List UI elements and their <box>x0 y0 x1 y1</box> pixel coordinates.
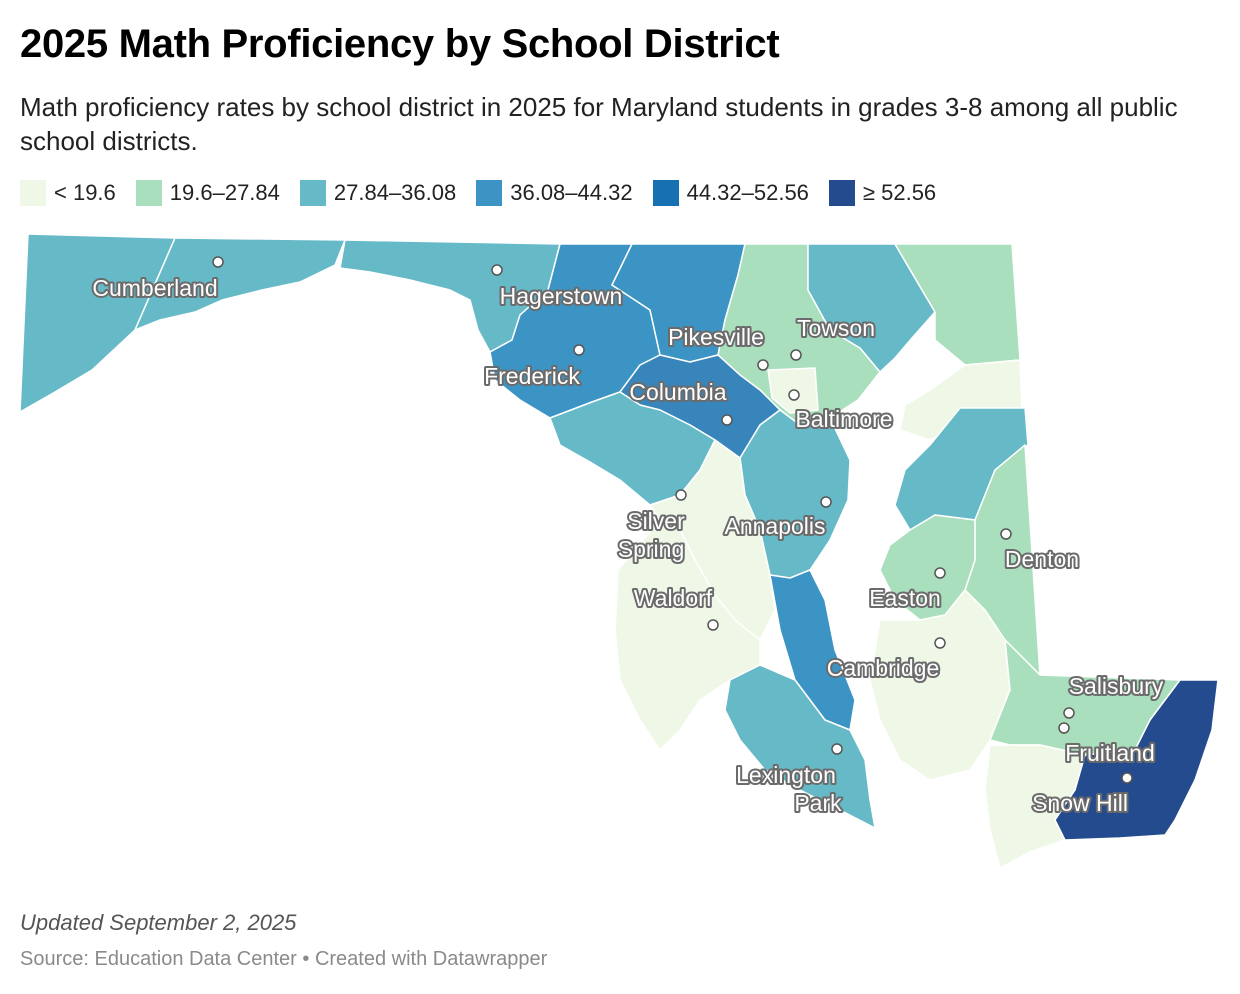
legend-label: 19.6–27.84 <box>169 180 280 205</box>
district-st-marys[interactable] <box>724 664 876 829</box>
city-label: Fruitland <box>1065 740 1154 766</box>
legend-item: 36.08–44.32 <box>476 180 633 206</box>
city-label: Annapolis <box>724 513 825 539</box>
city-marker: Towson <box>790 313 877 361</box>
city-dot <box>934 567 946 579</box>
city-dot <box>1063 707 1075 719</box>
legend-label: ≥ 52.56 <box>862 180 937 205</box>
city-marker: Denton <box>1000 528 1081 574</box>
legend-swatch <box>828 180 855 206</box>
city-marker: Silver Spring <box>616 489 687 564</box>
city-marker: Waldorf <box>632 583 719 631</box>
city-dot <box>757 359 769 371</box>
chart-title: 2025 Math Proficiency by School District <box>20 22 780 66</box>
city-label: Salisbury <box>1069 673 1164 699</box>
legend-item: 44.32–52.56 <box>652 180 809 206</box>
city-marker: Lexington Park <box>734 743 844 818</box>
city-label: Silver <box>627 508 685 534</box>
district-calvert[interactable] <box>769 569 856 731</box>
district-cecil[interactable] <box>894 243 1021 366</box>
legend-label: 44.32–52.56 <box>686 180 809 205</box>
city-marker: Easton <box>867 567 946 613</box>
city-label: Easton <box>869 585 941 611</box>
legend-item: < 19.6 <box>20 180 116 206</box>
color-legend: < 19.6 19.6–27.84 27.84–36.08 36.08–44.3… <box>20 180 956 206</box>
maryland-district-map: Cumberland Hagerstown Frederick Pikesvil… <box>19 233 1219 869</box>
city-label: Denton <box>1005 546 1079 572</box>
city-marker: Cumberland <box>90 256 224 303</box>
city-label: Columbia <box>629 379 726 405</box>
legend-label: 36.08–44.32 <box>510 180 633 205</box>
city-marker: Snow Hill <box>1030 772 1133 818</box>
city-markers: Cumberland Hagerstown Frederick Pikesvil… <box>90 256 1166 818</box>
legend-swatch <box>299 180 326 206</box>
district-worcester[interactable] <box>1054 679 1219 841</box>
city-label: Spring <box>618 536 684 562</box>
chart-subtitle: Math proficiency rates by school distric… <box>20 92 1178 156</box>
city-dot <box>820 496 832 508</box>
city-marker: Frederick <box>482 344 585 391</box>
city-marker: Cambridge <box>825 637 946 683</box>
legend-swatch <box>20 180 46 206</box>
legend-item: ≥ 52.56 <box>828 180 937 206</box>
city-dot <box>573 344 585 356</box>
district-shapes <box>19 233 1219 869</box>
city-label: Pikesville <box>668 324 764 350</box>
city-marker: Salisbury <box>1063 671 1166 719</box>
city-dot <box>790 349 802 361</box>
legend-swatch <box>476 180 503 206</box>
city-label: Lexington <box>736 762 836 788</box>
city-dot <box>721 414 733 426</box>
city-marker: Annapolis <box>722 496 832 541</box>
city-label: Park <box>794 790 842 816</box>
city-label: Hagerstown <box>500 283 623 309</box>
city-marker: Baltimore <box>788 389 895 434</box>
source-credit: Source: Education Data Center • Created … <box>20 948 548 970</box>
legend-label: 27.84–36.08 <box>333 180 457 205</box>
city-dot <box>707 619 719 631</box>
city-dot <box>788 389 800 401</box>
legend-item: 19.6–27.84 <box>135 180 280 206</box>
legend-label: < 19.6 <box>54 180 116 205</box>
city-marker: Pikesville <box>666 322 769 371</box>
city-label: Towson <box>797 315 875 341</box>
city-dot <box>675 489 687 501</box>
city-dot <box>491 264 503 276</box>
city-dot <box>1058 722 1070 734</box>
city-label: Snow Hill <box>1032 790 1128 816</box>
city-marker: Fruitland <box>1058 722 1157 768</box>
city-dot <box>212 256 224 268</box>
city-label: Waldorf <box>634 585 713 611</box>
city-label: Frederick <box>484 363 580 389</box>
city-label: Baltimore <box>795 406 892 432</box>
city-marker: Hagerstown <box>491 264 624 311</box>
legend-swatch <box>135 180 162 206</box>
city-label: Cambridge <box>827 655 940 681</box>
legend-item: 27.84–36.08 <box>299 180 457 206</box>
district-allegany[interactable] <box>134 237 346 331</box>
city-dot <box>934 637 946 649</box>
city-dot <box>1121 772 1133 784</box>
city-marker: Columbia <box>627 377 733 426</box>
city-label: Cumberland <box>92 275 217 301</box>
legend-swatch <box>652 180 679 206</box>
city-dot <box>1000 528 1012 540</box>
city-dot <box>831 743 843 755</box>
updated-note: Updated September 2, 2025 <box>20 910 297 935</box>
